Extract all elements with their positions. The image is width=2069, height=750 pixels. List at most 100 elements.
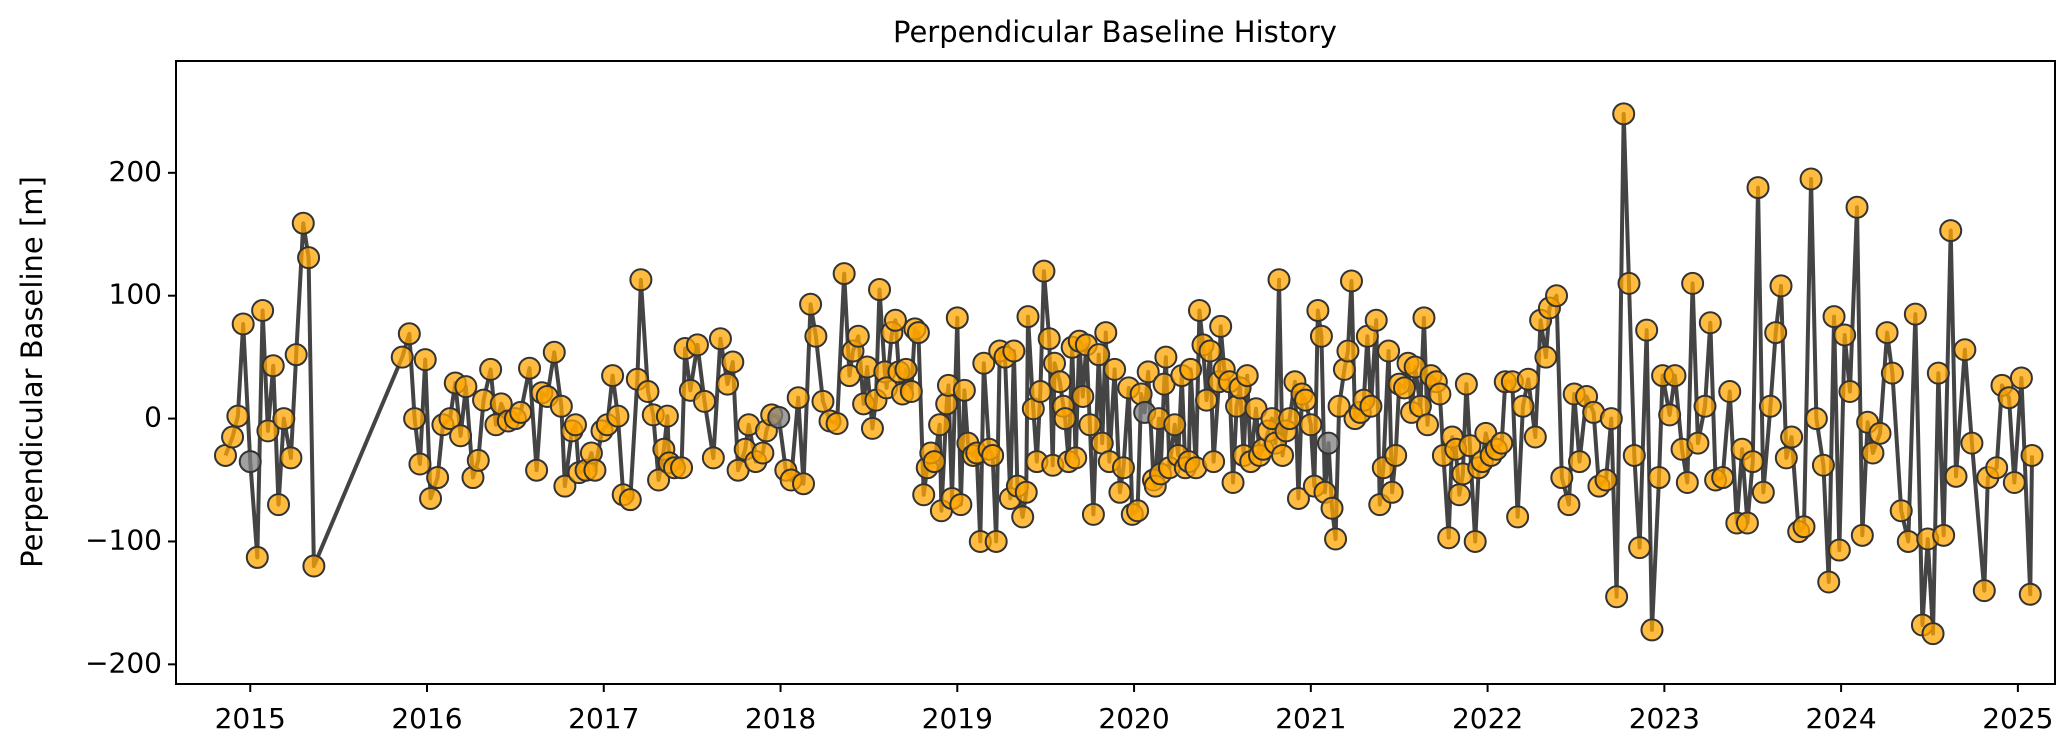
data-point: [1428, 382, 1452, 406]
data-point: [1960, 431, 1984, 455]
data-point: [716, 372, 740, 396]
data-point: [1686, 431, 1710, 455]
data-point: [1309, 324, 1333, 348]
data-point: [1081, 502, 1105, 526]
data-point: [899, 380, 923, 404]
data-point: [518, 356, 542, 380]
data-point: [601, 364, 625, 388]
data-point: [984, 529, 1008, 553]
data-point: [1506, 505, 1530, 529]
data-point: [1094, 321, 1118, 345]
data-point: [1868, 421, 1892, 445]
data-point: [1225, 394, 1249, 418]
data-point: [221, 425, 245, 449]
data-point: [1454, 372, 1478, 396]
data-point: [1037, 327, 1061, 351]
data-point: [419, 486, 443, 510]
data-point: [1804, 407, 1828, 431]
data-point: [1953, 338, 1977, 362]
data-point: [1511, 394, 1535, 418]
data-point: [1838, 380, 1862, 404]
data-point: [1545, 284, 1569, 308]
data-point: [1939, 219, 1963, 243]
data-point: [454, 375, 478, 399]
data-point: [1640, 618, 1664, 642]
data-point: [2009, 366, 2033, 390]
data-point: [279, 446, 303, 470]
data-point: [1711, 466, 1735, 490]
data-point: [1317, 431, 1341, 455]
data-point: [1108, 480, 1132, 504]
data-point: [1822, 305, 1846, 329]
data-point: [1359, 394, 1383, 418]
data-point: [804, 324, 828, 348]
data-point: [466, 448, 490, 472]
data-point: [1516, 367, 1540, 391]
data-point: [226, 404, 250, 428]
data-point: [1698, 311, 1722, 335]
data-point: [1735, 511, 1759, 535]
data-point: [1997, 386, 2021, 410]
data-point: [1568, 450, 1592, 474]
data-point: [751, 441, 775, 465]
data-point: [701, 446, 725, 470]
data-point: [1071, 384, 1095, 408]
data-point: [1324, 527, 1348, 551]
data-point: [906, 321, 930, 345]
data-point: [1267, 268, 1291, 292]
data-point: [1154, 345, 1178, 369]
data-point: [1622, 443, 1646, 467]
data-point: [251, 298, 275, 322]
data-point: [972, 351, 996, 375]
data-point: [1534, 345, 1558, 369]
data-point: [647, 468, 671, 492]
data-point: [1339, 269, 1363, 293]
data-point: [563, 413, 587, 437]
data-point: [1628, 536, 1652, 560]
data-point: [1764, 321, 1788, 345]
data-point: [1599, 407, 1623, 431]
data-point: [1889, 499, 1913, 523]
data-point: [721, 350, 745, 374]
data-point: [438, 407, 462, 431]
data-point: [1799, 167, 1823, 191]
data-point: [1932, 523, 1956, 547]
data-point: [1078, 413, 1102, 437]
x-tick-label: 2023: [1629, 702, 1700, 735]
data-point: [1377, 339, 1401, 363]
data-point: [1306, 298, 1330, 322]
data-point: [449, 424, 473, 448]
data-point: [952, 378, 976, 402]
data-point: [1111, 456, 1135, 480]
data-point: [846, 324, 870, 348]
data-point: [1364, 308, 1388, 332]
data-point: [792, 472, 816, 496]
data-point: [1458, 434, 1482, 458]
data-point: [860, 416, 884, 440]
data-point: [1087, 343, 1111, 367]
data-point: [685, 333, 709, 357]
data-point: [1179, 357, 1203, 381]
y-tick-label: 200: [109, 155, 162, 188]
data-point: [1769, 274, 1793, 298]
data-point: [1746, 176, 1770, 200]
data-point: [799, 292, 823, 316]
data-point: [1126, 499, 1150, 523]
x-tick-label: 2018: [745, 702, 816, 735]
data-point: [1437, 526, 1461, 550]
data-point: [1202, 450, 1226, 474]
data-point: [1827, 538, 1851, 562]
data-point: [1490, 431, 1514, 455]
data-point: [1663, 364, 1687, 388]
data-point: [583, 458, 607, 482]
data-point: [1235, 364, 1259, 388]
data-point: [981, 443, 1005, 467]
data-point: [413, 348, 437, 372]
data-point: [1605, 585, 1629, 609]
data-point: [1286, 486, 1310, 510]
data-point: [1103, 357, 1127, 381]
data-point: [284, 343, 308, 367]
x-tick-label: 2020: [1098, 702, 1169, 735]
data-point: [1393, 376, 1417, 400]
